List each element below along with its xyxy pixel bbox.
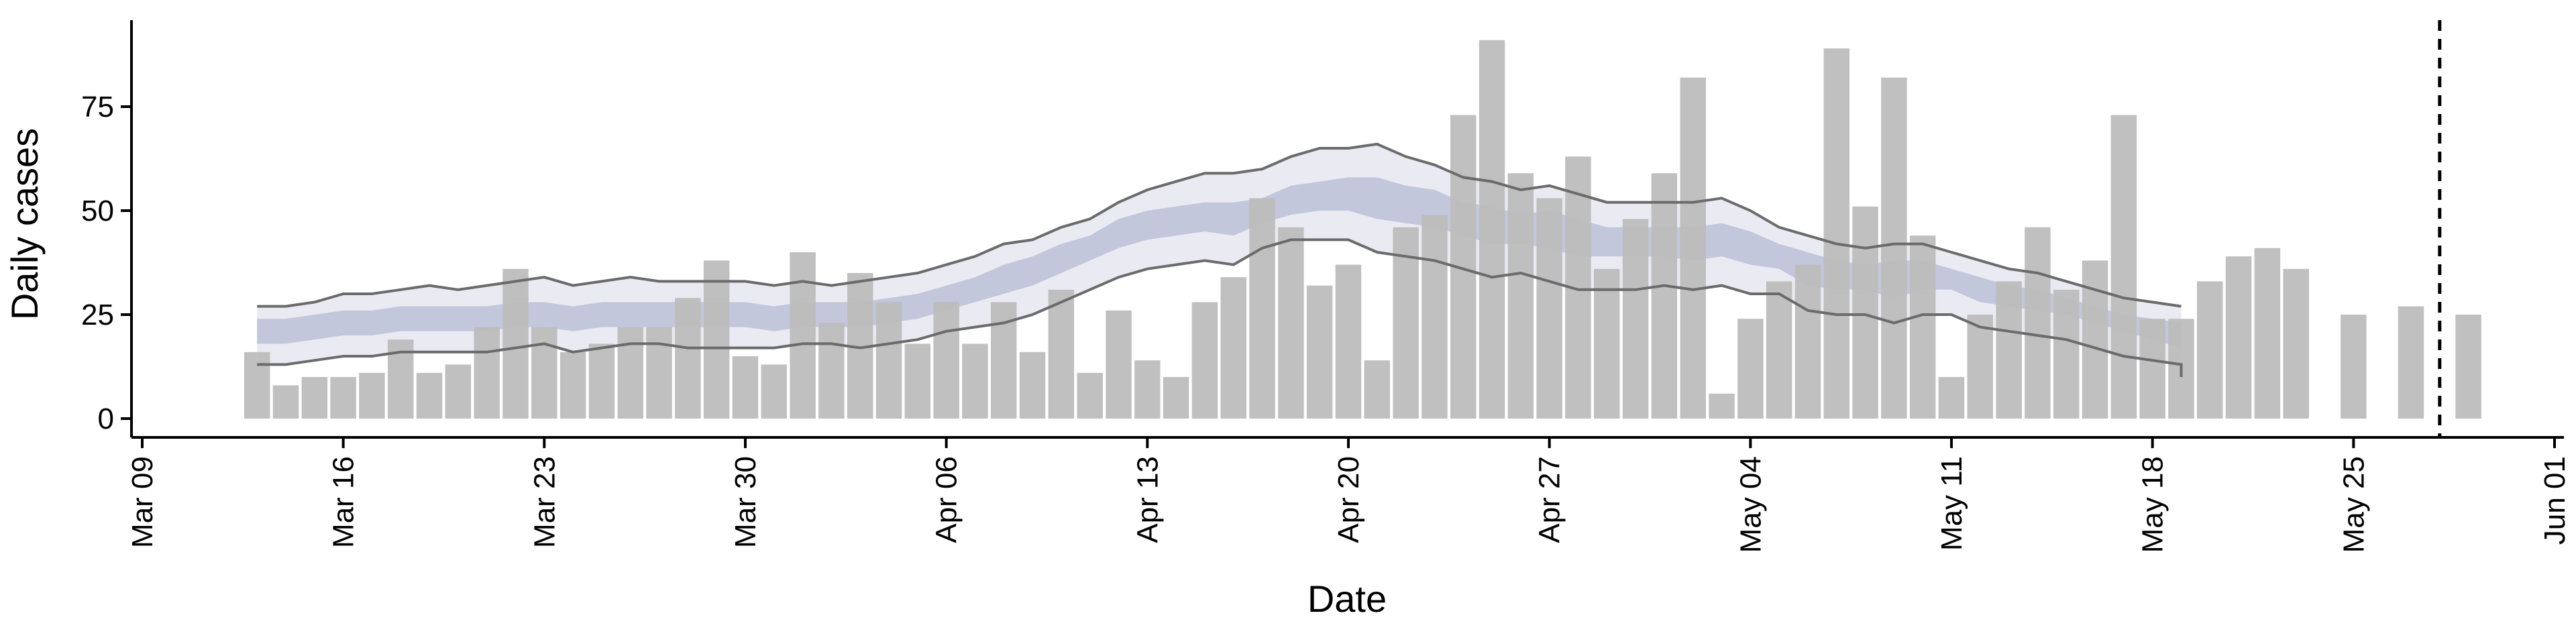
bar (2082, 260, 2108, 419)
bar (1737, 319, 1764, 419)
bar (2139, 319, 2165, 419)
bar (1393, 227, 1419, 419)
bar (2455, 315, 2481, 419)
bar (416, 372, 443, 419)
lower-band-line (257, 238, 2183, 377)
bar (2341, 315, 2367, 419)
bar (1967, 315, 1993, 419)
bar (244, 352, 270, 419)
bar (301, 377, 328, 419)
bar (1134, 360, 1161, 419)
bar (502, 268, 529, 419)
bar (474, 327, 500, 419)
bar (703, 260, 730, 419)
bar (1680, 77, 1706, 419)
bar (646, 327, 672, 419)
bar (559, 352, 586, 419)
x-tick-label: Apr 06 (930, 456, 963, 543)
bar (617, 327, 643, 419)
bar (1651, 173, 1678, 419)
bar (588, 343, 615, 419)
x-tick-label: Mar 23 (528, 456, 561, 548)
bar (1249, 198, 1275, 419)
bar (761, 364, 787, 419)
bar (933, 302, 959, 419)
bar (1163, 377, 1189, 419)
bar (1077, 372, 1103, 419)
bar (2254, 248, 2281, 419)
bar (1306, 285, 1333, 419)
bar (1709, 393, 1735, 419)
bar (2398, 306, 2424, 419)
bar (330, 377, 356, 419)
x-axis: Mar 09 Mar 16 Mar 23 Mar 30 Apr 06 Apr 13 Apr … (126, 436, 2571, 553)
bar (732, 356, 759, 419)
bar (1766, 281, 1792, 419)
bar (1823, 48, 1849, 419)
bar (1594, 268, 1620, 419)
bar (1019, 352, 1046, 419)
bar (2197, 281, 2223, 419)
inner-band-area (257, 177, 2182, 348)
bar (1909, 235, 1936, 419)
bar-series (244, 40, 2481, 419)
bar (359, 372, 385, 419)
y-tick-label: 75 (81, 91, 114, 123)
bar (2225, 256, 2252, 419)
y-axis-title: Daily cases (3, 128, 46, 320)
bar (1191, 302, 1218, 419)
y-tick-label: 25 (81, 299, 114, 331)
band-boundary-lines (257, 142, 2183, 377)
bar (875, 302, 902, 419)
x-tick-label: Apr 27 (1534, 456, 1566, 543)
bar (2053, 289, 2080, 419)
x-tick-label: May 25 (2337, 456, 2370, 553)
x-tick-label: Mar 30 (729, 456, 762, 548)
bar (1507, 173, 1534, 419)
bar (1479, 40, 1505, 419)
bar (1794, 264, 1821, 419)
bar (1106, 310, 1132, 419)
bar (962, 343, 988, 419)
inner-credible-band (257, 177, 2182, 348)
bar (904, 343, 931, 419)
bar (1881, 77, 1907, 419)
bar (445, 364, 472, 419)
y-axis: 0 25 50 75 (81, 20, 133, 437)
y-tick-label: 50 (81, 195, 114, 227)
bar (2110, 115, 2137, 419)
x-tick-label: Mar 09 (126, 456, 159, 548)
x-tick-label: Mar 16 (327, 456, 360, 548)
bar (1335, 264, 1362, 419)
bar (1852, 206, 1878, 419)
bar (1364, 360, 1390, 419)
bar (1938, 377, 1965, 419)
bar (272, 385, 299, 419)
bar (1220, 277, 1246, 419)
bar (1421, 215, 1448, 419)
x-tick-label: Jun 01 (2538, 456, 2571, 545)
bar (818, 323, 845, 419)
x-tick-label: May 04 (1734, 456, 1767, 553)
bar (1536, 198, 1562, 419)
x-tick-label: Apr 13 (1131, 456, 1164, 543)
bar (1278, 227, 1304, 419)
bar (1996, 281, 2022, 419)
x-tick-label: May 18 (2137, 456, 2169, 553)
x-axis-title: Date (1307, 578, 1387, 620)
x-tick-label: Apr 20 (1332, 456, 1365, 543)
bar (675, 298, 701, 419)
bar (1048, 289, 1075, 419)
bar (2283, 268, 2309, 419)
bar (1622, 219, 1649, 419)
bar (790, 252, 816, 419)
upper-band-line (257, 142, 2182, 308)
x-tick-label: May 11 (1935, 456, 1968, 551)
bar (531, 327, 557, 419)
bar (2025, 227, 2051, 419)
y-tick-label: 0 (98, 402, 114, 435)
